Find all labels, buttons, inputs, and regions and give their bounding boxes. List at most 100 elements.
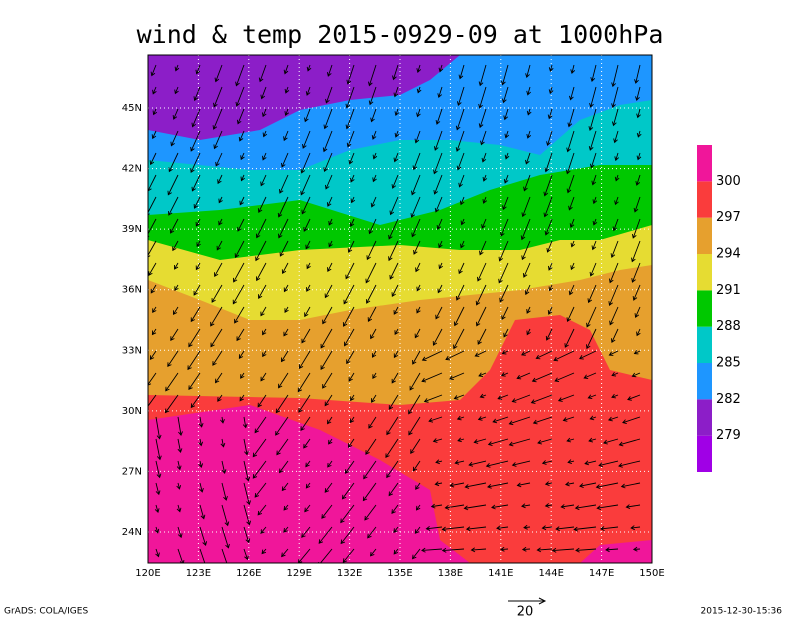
wind-vector — [574, 504, 597, 511]
wind-vector — [323, 152, 333, 173]
wind-vector — [454, 459, 465, 465]
wind-vector — [177, 416, 183, 437]
wind-vector — [176, 504, 182, 513]
wind-vector — [541, 525, 553, 531]
wind-vector — [320, 328, 333, 349]
wind-vector — [500, 546, 509, 552]
wind-vector — [198, 460, 204, 468]
colorbar-label: 294 — [716, 247, 741, 262]
wind-vector — [151, 130, 157, 140]
wind-vector — [492, 416, 509, 424]
wind-vector — [544, 218, 553, 236]
wind-vector — [393, 152, 399, 163]
wind-vector — [190, 152, 201, 174]
wind-vector — [588, 108, 597, 131]
wind-vector — [595, 482, 619, 490]
wind-vector — [340, 526, 355, 545]
wind-vector — [491, 504, 509, 510]
wind-vector — [278, 460, 289, 474]
wind-vector — [546, 240, 553, 253]
wind-vector — [284, 86, 290, 94]
wind-vector — [635, 86, 641, 102]
colorbar-segment — [697, 254, 712, 291]
wind-vector — [238, 350, 245, 360]
wind-vector — [614, 174, 620, 182]
wind-vector — [213, 86, 223, 108]
wind-vector — [393, 526, 399, 534]
wind-vector — [386, 416, 399, 436]
wind-vector — [322, 372, 333, 389]
wind-vector — [191, 108, 201, 128]
wind-vector — [548, 262, 553, 271]
wind-vector — [284, 306, 289, 313]
wind-vector — [328, 438, 333, 445]
wind-vector — [526, 328, 531, 336]
wind-vector — [413, 240, 421, 255]
wind-vector — [458, 64, 465, 80]
colorbar: 279 282 285 288 291 294 297 300 — [697, 145, 741, 472]
wind-vector — [570, 240, 576, 248]
wind-vector — [501, 64, 509, 86]
wind-vector — [475, 284, 487, 306]
wind-vector — [423, 394, 443, 403]
colorbar-segment — [697, 326, 712, 363]
wind-vector — [165, 372, 179, 392]
wind-vector — [148, 372, 157, 386]
wind-vector — [569, 86, 575, 101]
wind-vector — [168, 196, 179, 216]
wind-vector — [278, 174, 289, 194]
wind-vector — [391, 372, 399, 384]
wind-vector — [346, 130, 355, 148]
wind-vector — [425, 525, 443, 531]
wind-vector — [281, 482, 289, 492]
wind-vector — [304, 306, 311, 318]
wind-vector — [485, 460, 509, 468]
wind-vector — [283, 130, 289, 142]
wind-vector — [605, 547, 619, 553]
wind-vector — [636, 130, 642, 138]
wind-vector — [548, 64, 554, 72]
wind-vector — [603, 438, 619, 445]
wind-vector — [573, 526, 597, 532]
wind-vector — [503, 328, 509, 338]
wind-vector — [260, 86, 267, 100]
wind-vector — [370, 196, 377, 208]
wind-vector — [284, 108, 290, 116]
wind-vector — [543, 174, 553, 197]
wind-vector — [306, 64, 312, 72]
wind-vector — [438, 240, 443, 249]
wind-vector — [148, 218, 157, 238]
wind-vector — [350, 174, 355, 183]
wind-vector — [632, 546, 641, 552]
wind-vector — [630, 525, 641, 531]
wind-vector — [343, 284, 355, 305]
wind-vector — [618, 460, 641, 468]
wind-vector — [482, 174, 488, 182]
wind-vector — [279, 240, 289, 257]
wind-vector — [598, 460, 619, 468]
wind-vector — [410, 196, 421, 218]
wind-vector — [217, 174, 223, 185]
wind-vector — [327, 460, 333, 468]
wind-vector — [508, 416, 531, 426]
wind-vector — [342, 548, 355, 563]
wind-vector — [262, 328, 267, 336]
wind-vector — [155, 460, 162, 479]
wind-vector — [173, 306, 179, 316]
wind-vector — [328, 218, 333, 226]
wind-vector — [591, 174, 597, 186]
colorbar-label: 282 — [716, 392, 741, 407]
wind-vector — [326, 196, 333, 207]
wind-vector — [154, 526, 160, 534]
wind-vector — [283, 284, 289, 293]
wind-vector — [211, 284, 223, 303]
lat-label: 45N — [122, 103, 142, 114]
reference-label: 20 — [517, 605, 534, 618]
wind-vector — [415, 262, 421, 273]
wind-vector — [303, 218, 311, 232]
wind-vector — [633, 196, 641, 213]
wind-vector — [412, 548, 421, 560]
wind-vector — [411, 218, 421, 238]
wind-vector — [174, 64, 180, 72]
wind-vector — [370, 328, 377, 340]
